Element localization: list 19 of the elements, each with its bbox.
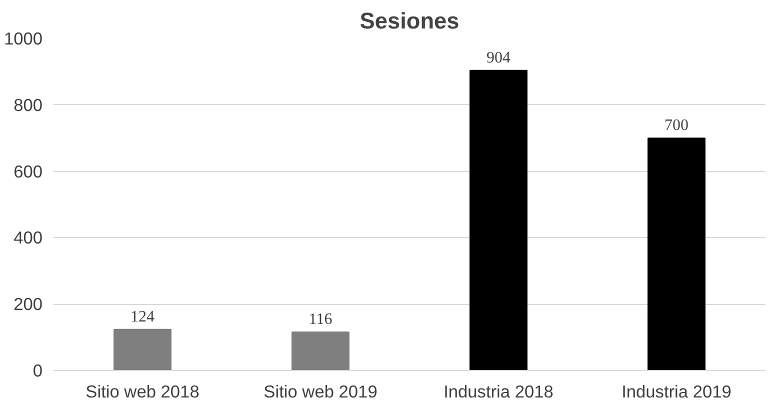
- data-label: 116: [308, 310, 332, 328]
- y-tick-label: 800: [14, 94, 43, 115]
- data-label: 904: [486, 49, 510, 66]
- chart-title: Sesiones: [360, 8, 460, 34]
- bar: [648, 138, 706, 370]
- x-tick-label: Sitio web 2019: [264, 382, 378, 402]
- bar: [114, 328, 172, 370]
- bar: [292, 331, 350, 370]
- y-tick-label: 0: [32, 360, 43, 380]
- x-tick-label: Industria 2019: [622, 382, 732, 402]
- y-tick-label: 200: [14, 294, 43, 314]
- y-tick-label: 400: [14, 228, 43, 248]
- y-tick-label: 1000: [4, 28, 43, 48]
- bar: [470, 70, 528, 370]
- y-tick-label: 600: [14, 161, 43, 182]
- data-label: 700: [664, 117, 688, 134]
- x-tick-label: Sitio web 2018: [86, 382, 200, 402]
- data-label: 124: [130, 308, 154, 326]
- x-tick-label: Industria 2018: [444, 382, 554, 402]
